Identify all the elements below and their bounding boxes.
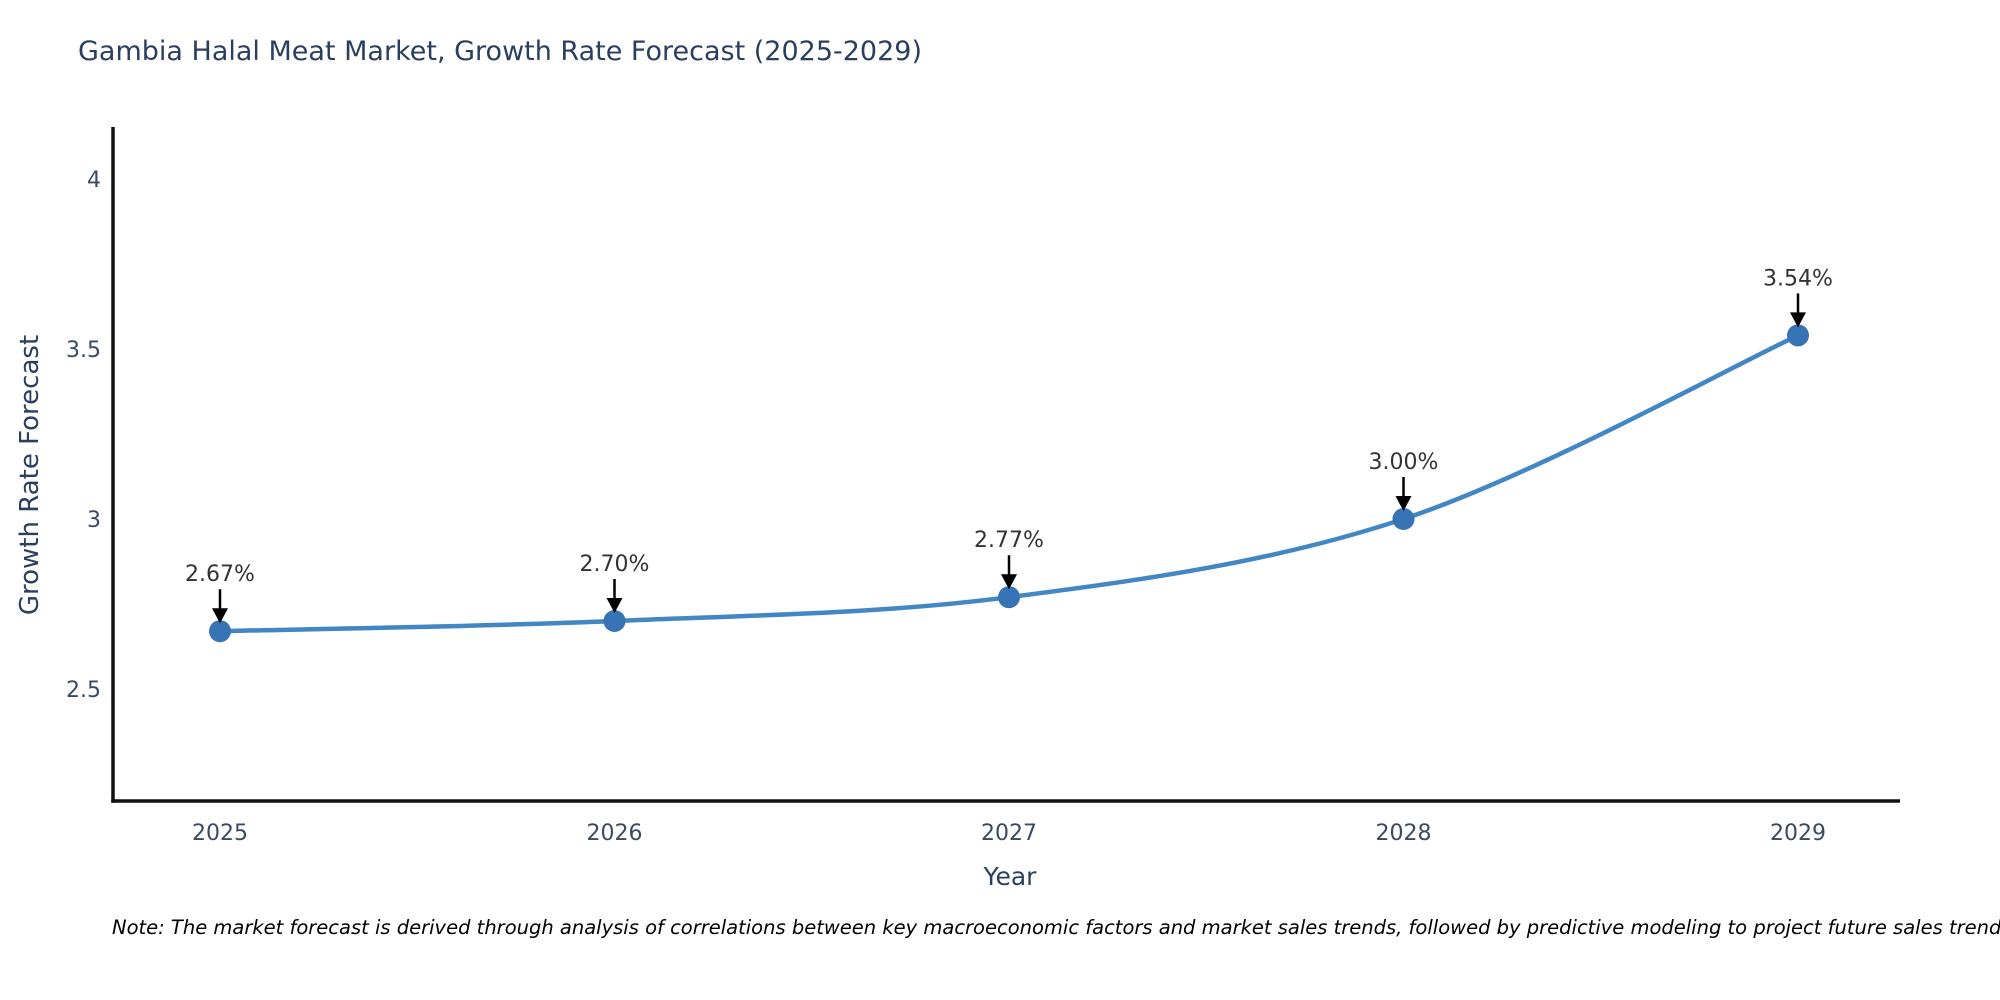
data-point-marker: [209, 620, 231, 643]
x-axis-title: Year: [983, 862, 1037, 891]
data-point-marker: [998, 586, 1020, 609]
x-tick-label: 2029: [1770, 821, 1826, 846]
x-tick-label: 2025: [192, 821, 248, 846]
annotation-arrowhead: [1395, 496, 1412, 511]
y-tick-label: 3: [87, 508, 101, 533]
annotation-arrowhead: [1001, 574, 1017, 590]
annotation-label: 2.67%: [185, 562, 255, 587]
data-point-marker: [1787, 324, 1809, 347]
chart-title: Gambia Halal Meat Market, Growth Rate Fo…: [78, 36, 922, 67]
annotation-label: 2.70%: [580, 552, 650, 577]
annotation-arrowhead: [1790, 312, 1806, 328]
annotation-label: 3.54%: [1763, 266, 1833, 291]
data-point-marker: [603, 610, 626, 632]
x-tick-label: 2026: [587, 821, 643, 846]
x-tick-label: 2028: [1376, 821, 1432, 846]
annotation-arrowhead: [606, 598, 623, 613]
data-point-marker: [1392, 508, 1415, 530]
y-axis-title: Growth Rate Forecast: [15, 334, 45, 616]
y-tick-label: 2.5: [66, 678, 101, 703]
annotation-label: 2.77%: [974, 528, 1044, 553]
footnote: Note: The market forecast is derived thr…: [112, 916, 2000, 939]
annotation-label: 3.00%: [1369, 450, 1439, 475]
x-tick-label: 2027: [981, 821, 1037, 846]
annotation-arrowhead: [212, 608, 228, 624]
y-tick-label: 3.5: [66, 338, 101, 363]
y-tick-label: 4: [87, 168, 101, 193]
